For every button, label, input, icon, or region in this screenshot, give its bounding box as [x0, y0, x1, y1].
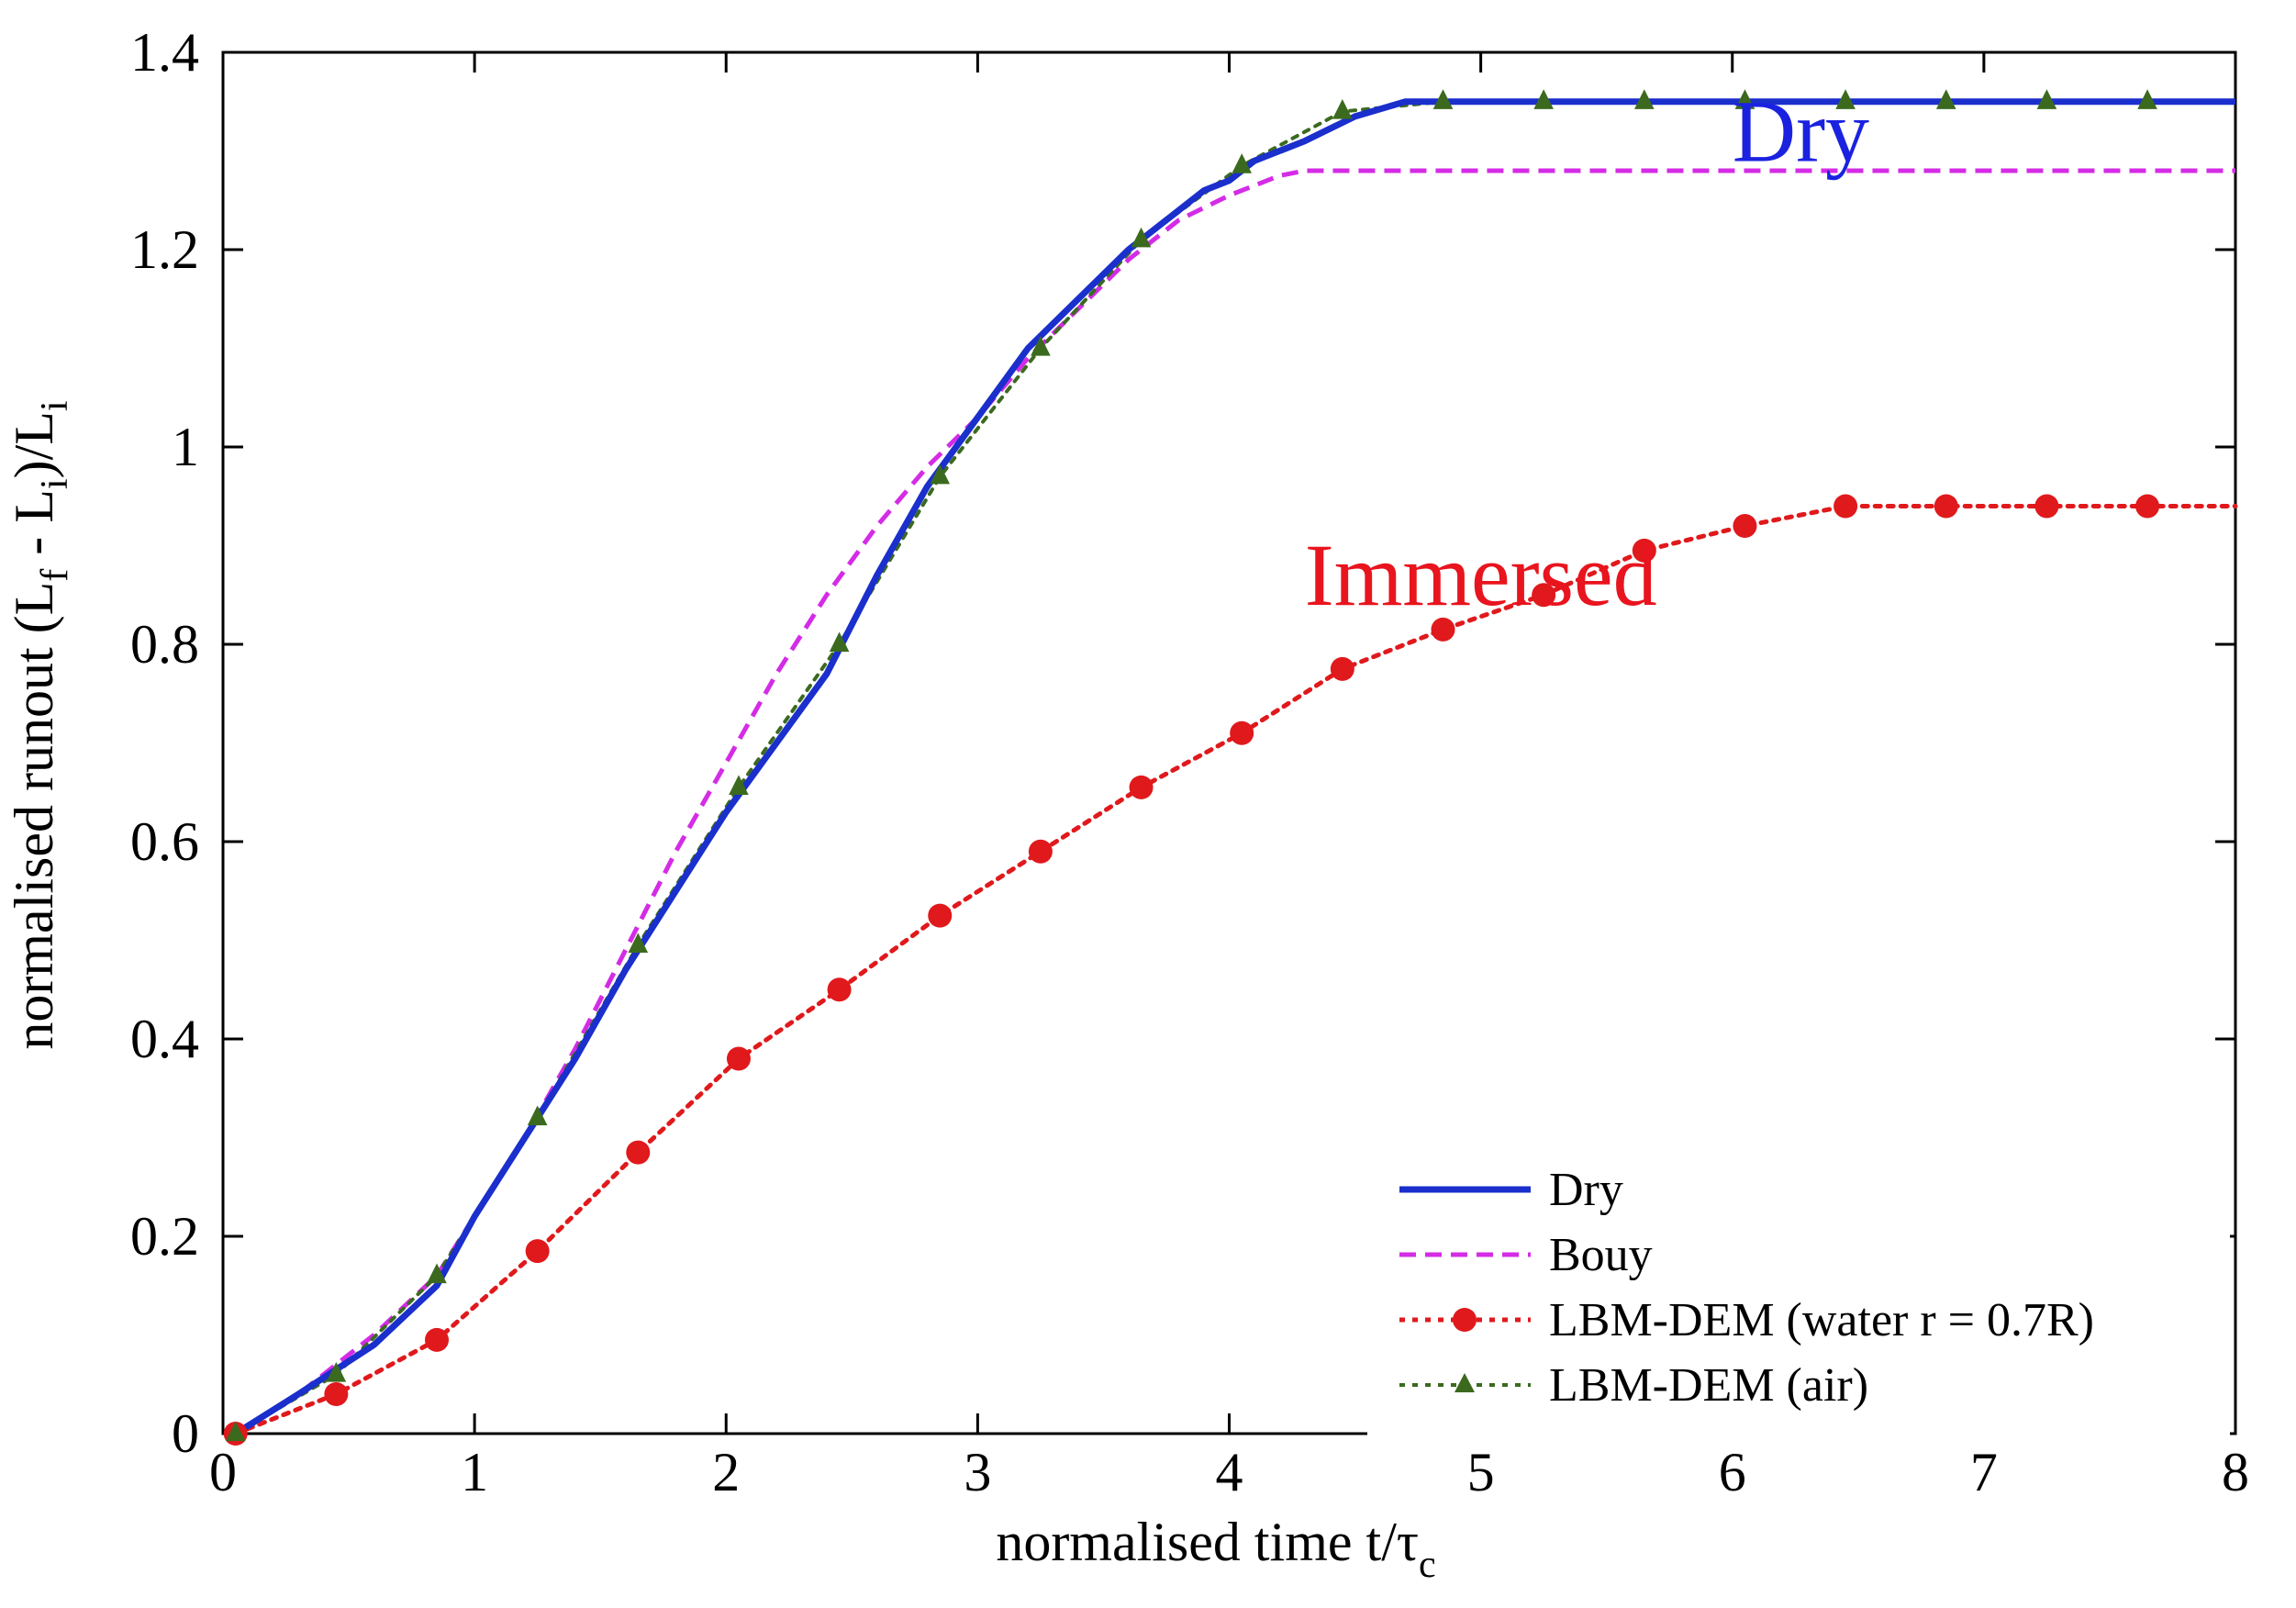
data-point-lbm-air [326, 1362, 347, 1382]
data-point-lbm-air [427, 1263, 447, 1284]
data-point-lbm-water [1934, 494, 1958, 519]
legend-swatch-marker-triangle [1455, 1373, 1475, 1392]
data-point-lbm-air [225, 1421, 246, 1442]
series-markers [223, 89, 2160, 1446]
y-tick-label: 0 [172, 1403, 199, 1464]
data-point-lbm-air [628, 932, 649, 953]
data-point-lbm-air [1131, 227, 1152, 248]
data-point-lbm-water [1833, 494, 1858, 519]
data-point-lbm-water [1230, 720, 1254, 745]
x-axis-title-sub: c [1419, 1544, 1436, 1586]
y-axis-title-sub-i2: i [34, 400, 76, 411]
x-tick-label: 4 [1216, 1442, 1243, 1502]
data-point-lbm-air [930, 463, 951, 485]
y-tick-label: 0.4 [130, 1009, 199, 1069]
axis-ticks: 0 1 2 3 4 5 6 7 8 0 0.2 0.4 0.6 0.8 1 1.2 1.4 [130, 22, 2249, 1502]
y-tick-label: 1 [172, 417, 199, 477]
data-point-lbm-air [1634, 89, 1655, 109]
data-point-lbm-water [1632, 538, 1656, 563]
data-point-lbm-water [1532, 583, 1556, 608]
x-tick-label: 0 [209, 1442, 237, 1502]
data-point-lbm-water [425, 1327, 450, 1352]
data-point-lbm-water [525, 1239, 550, 1264]
legend-label-lbm-water: LBM-DEM (water r = 0.7R) [1549, 1294, 2094, 1346]
y-tick-label: 0.6 [130, 811, 199, 872]
y-axis-title-prefix: normalised runout (L [4, 582, 64, 1050]
data-point-lbm-water [1028, 839, 1053, 864]
data-point-lbm-water [726, 1046, 751, 1071]
data-point-lbm-water [1330, 656, 1354, 681]
legend-label-bouy: Bouy [1549, 1229, 1653, 1281]
legend-label-dry: Dry [1549, 1164, 1623, 1216]
legend-label-lbm-air: LBM-DEM (air) [1549, 1359, 1868, 1412]
data-point-lbm-water [827, 977, 852, 1002]
data-point-lbm-air [829, 631, 850, 653]
data-point-lbm-water [626, 1140, 651, 1165]
y-tick-label: 1.4 [130, 22, 199, 83]
y-tick-label: 1.2 [130, 219, 199, 280]
legend-swatches [1399, 1186, 1531, 1392]
data-point-lbm-air [1734, 89, 1755, 109]
data-point-lbm-air [1232, 153, 1253, 173]
data-point-lbm-air [2036, 89, 2057, 109]
data-point-lbm-air [1332, 99, 1353, 119]
y-axis-title: normalised runout (Lf - Li)/Li [4, 400, 76, 1049]
data-point-lbm-water [1129, 775, 1154, 799]
x-tick-label: 3 [964, 1442, 991, 1502]
data-point-lbm-water [1431, 617, 1455, 642]
data-point-lbm-air [1835, 89, 1856, 109]
y-axis-title-mid: - L [4, 489, 64, 569]
data-point-lbm-air [1031, 336, 1051, 356]
annotation-dry: Dry [1733, 82, 1869, 180]
data-point-lbm-air [2137, 89, 2157, 109]
y-axis-title-mid2: )/L [4, 411, 64, 478]
data-point-lbm-water [1733, 514, 1757, 538]
data-point-lbm-water [324, 1382, 349, 1406]
x-tick-label: 7 [1970, 1442, 1998, 1502]
x-tick-label: 5 [1467, 1442, 1495, 1502]
data-point-lbm-air [1533, 89, 1554, 109]
x-tick-label: 2 [712, 1442, 740, 1502]
annotation-immersed: Immersed [1305, 526, 1657, 624]
legend-swatch-marker-circle [1453, 1308, 1477, 1332]
data-point-lbm-water [2135, 494, 2160, 519]
data-point-lbm-air [527, 1105, 548, 1126]
data-point-lbm-water [2034, 494, 2059, 519]
y-axis-title-sub-i: i [34, 478, 76, 489]
data-point-lbm-air [729, 775, 749, 795]
legend: Dry Bouy LBM-DEM (water r = 0.7R) LBM-DE… [1367, 1147, 2230, 1441]
x-tick-label: 6 [1719, 1442, 1746, 1502]
x-axis-title-main: normalised time t/τ [996, 1512, 1419, 1572]
legend-box [1367, 1147, 2230, 1441]
y-tick-label: 0.2 [130, 1206, 199, 1267]
data-point-lbm-air [1935, 89, 1956, 109]
x-tick-label: 1 [461, 1442, 488, 1502]
x-axis-title: normalised time t/τc [996, 1512, 1435, 1586]
y-axis-title-sub-f: f [34, 569, 76, 582]
y-tick-label: 0.8 [130, 614, 199, 675]
series-line-dry [233, 98, 2235, 1436]
data-point-lbm-water [928, 903, 953, 928]
data-point-lbm-air [1432, 89, 1454, 109]
x-tick-label: 8 [2222, 1442, 2249, 1502]
